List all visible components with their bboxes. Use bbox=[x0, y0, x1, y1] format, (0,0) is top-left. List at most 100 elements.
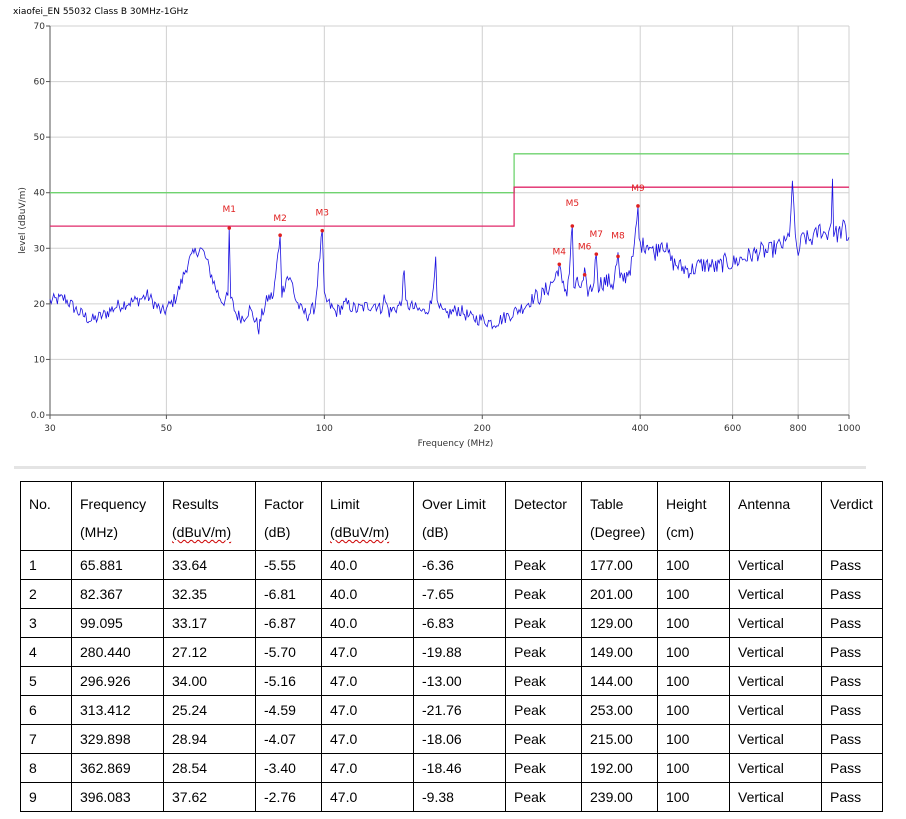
marker-point bbox=[320, 228, 325, 233]
y-tick-label: 30 bbox=[34, 244, 46, 254]
chart-title: xiaofei_EN 55032 Class B 30MHz-1GHz bbox=[13, 7, 189, 17]
y-tick-label: 70 bbox=[34, 22, 46, 32]
table-cell: Pass bbox=[821, 550, 883, 580]
marker-label: M3 bbox=[316, 209, 330, 219]
marker-label: M7 bbox=[590, 230, 604, 240]
x-tick-label: 200 bbox=[474, 424, 491, 434]
table-cell: 47.0 bbox=[321, 666, 414, 696]
table-row: 8 362.869 28.54 -3.40 47.0 -18.46 Peak 192.00 10… bbox=[20, 753, 883, 783]
table-cell: 2 bbox=[20, 579, 72, 609]
table-cell: 1 bbox=[20, 550, 72, 580]
table-cell: 362.869 bbox=[71, 753, 164, 783]
column-header-unit: (Degree) bbox=[590, 524, 646, 540]
table-cell: 34.00 bbox=[163, 666, 256, 696]
table-cell: -4.59 bbox=[255, 695, 322, 725]
table-cell: 100 bbox=[657, 753, 730, 783]
column-header: Height (cm) bbox=[657, 481, 730, 551]
marker-label: M4 bbox=[553, 247, 567, 257]
column-header-label: Over Limit bbox=[422, 496, 486, 512]
table-cell: -5.16 bbox=[255, 666, 322, 696]
table-cell: -4.07 bbox=[255, 724, 322, 754]
table-cell: 215.00 bbox=[581, 724, 658, 754]
y-tick-label: 20 bbox=[34, 300, 46, 310]
table-cell: Vertical bbox=[729, 666, 822, 696]
marker-label: M2 bbox=[273, 214, 287, 224]
table-cell: 100 bbox=[657, 579, 730, 609]
table-cell: -21.76 bbox=[413, 695, 506, 725]
series-trace bbox=[49, 178, 850, 335]
table-row: 1 65.881 33.64 -5.55 40.0 -6.36 Peak 177.00 100 V… bbox=[20, 550, 883, 580]
column-header-unit: (dB) bbox=[264, 524, 291, 540]
table-cell: 100 bbox=[657, 695, 730, 725]
table-cell: 28.94 bbox=[163, 724, 256, 754]
table-cell: Peak bbox=[505, 579, 582, 609]
table-cell: 3 bbox=[20, 608, 72, 638]
table-cell: 40.0 bbox=[321, 550, 414, 580]
table-cell: 144.00 bbox=[581, 666, 658, 696]
table-cell: 100 bbox=[657, 782, 730, 812]
column-header: No. bbox=[20, 481, 72, 551]
table-cell: 100 bbox=[657, 550, 730, 580]
table-cell: 6 bbox=[20, 695, 72, 725]
table-cell: Vertical bbox=[729, 782, 822, 812]
results-table: No. Frequency (MHz) Results (dBuV/m) Factor (… bbox=[20, 481, 883, 812]
table-row: 7 329.898 28.94 -4.07 47.0 -18.06 Peak 215.00 10… bbox=[20, 724, 883, 754]
column-header: Results (dBuV/m) bbox=[163, 481, 256, 551]
column-header: Detector bbox=[505, 481, 582, 551]
table-cell: -6.83 bbox=[413, 608, 506, 638]
marker-label: M8 bbox=[611, 231, 625, 241]
section-divider bbox=[14, 466, 866, 469]
table-cell: 33.64 bbox=[163, 550, 256, 580]
table-cell: Peak bbox=[505, 695, 582, 725]
column-header-label: Results bbox=[172, 496, 219, 512]
column-header-label: Antenna bbox=[738, 496, 791, 512]
table-cell: -9.38 bbox=[413, 782, 506, 812]
x-tick-label: 800 bbox=[790, 424, 807, 434]
marker-point bbox=[582, 272, 587, 277]
column-header-unit: (dB) bbox=[422, 524, 449, 540]
marker-point bbox=[557, 262, 562, 267]
table-cell: Vertical bbox=[729, 724, 822, 754]
table-cell: Peak bbox=[505, 753, 582, 783]
table-cell: 100 bbox=[657, 666, 730, 696]
table-cell: 82.367 bbox=[71, 579, 164, 609]
table-cell: Vertical bbox=[729, 550, 822, 580]
table-cell: 37.62 bbox=[163, 782, 256, 812]
column-header-label: Frequency bbox=[80, 496, 147, 512]
table-row: 6 313.412 25.24 -4.59 47.0 -21.76 Peak 253.00 10… bbox=[20, 695, 883, 725]
table-row: 9 396.083 37.62 -2.76 47.0 -9.38 Peak 239.00 100… bbox=[20, 782, 883, 812]
table-row: 4 280.440 27.12 -5.70 47.0 -19.88 Peak 149.00 10… bbox=[20, 637, 883, 667]
table-cell: 25.24 bbox=[163, 695, 256, 725]
table-cell: 192.00 bbox=[581, 753, 658, 783]
table-cell: 396.083 bbox=[71, 782, 164, 812]
table-cell: Pass bbox=[821, 724, 883, 754]
table-cell: 7 bbox=[20, 724, 72, 754]
table-cell: 40.0 bbox=[321, 608, 414, 638]
table-cell: 149.00 bbox=[581, 637, 658, 667]
table-cell: -5.70 bbox=[255, 637, 322, 667]
y-tick-label: 0.0 bbox=[31, 411, 46, 421]
table-cell: 177.00 bbox=[581, 550, 658, 580]
table-cell: -6.36 bbox=[413, 550, 506, 580]
column-header-unit: (MHz) bbox=[80, 524, 119, 540]
table-cell: Peak bbox=[505, 637, 582, 667]
table-cell: 313.412 bbox=[71, 695, 164, 725]
table-cell: Peak bbox=[505, 666, 582, 696]
table-row: 2 82.367 32.35 -6.81 40.0 -7.65 Peak 201.00 100 V… bbox=[20, 579, 883, 609]
table-cell: 129.00 bbox=[581, 608, 658, 638]
column-header: Over Limit (dB) bbox=[413, 481, 506, 551]
table-cell: -6.87 bbox=[255, 608, 322, 638]
table-cell: Peak bbox=[505, 724, 582, 754]
column-header-unit bbox=[514, 518, 575, 546]
table-cell: 28.54 bbox=[163, 753, 256, 783]
table-cell: 47.0 bbox=[321, 695, 414, 725]
column-header-label: No. bbox=[29, 496, 51, 512]
column-header: Frequency (MHz) bbox=[71, 481, 164, 551]
table-row: 5 296.926 34.00 -5.16 47.0 -13.00 Peak 144.00 10… bbox=[20, 666, 883, 696]
table-cell: 100 bbox=[657, 637, 730, 667]
marker-label: M9 bbox=[631, 184, 645, 194]
table-cell: 201.00 bbox=[581, 579, 658, 609]
table-cell: 33.17 bbox=[163, 608, 256, 638]
margin-line bbox=[50, 186, 849, 227]
x-axis-title: Frequency (MHz) bbox=[418, 439, 494, 449]
